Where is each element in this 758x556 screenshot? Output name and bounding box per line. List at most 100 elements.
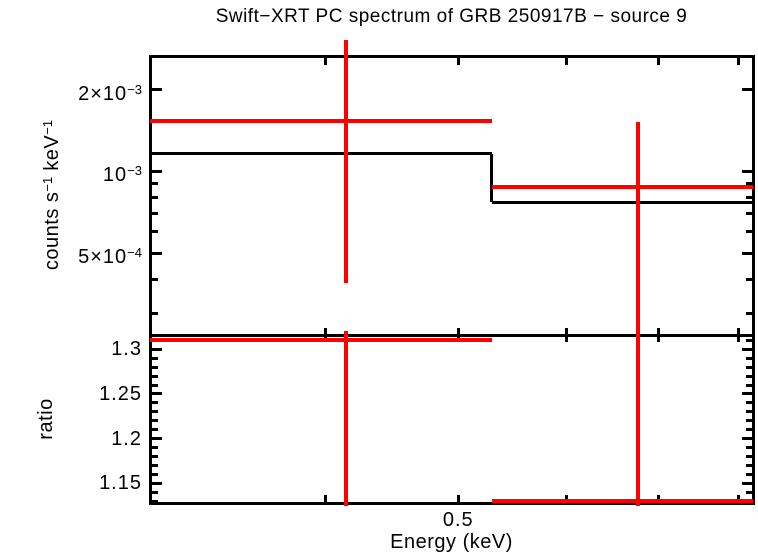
panel-border-right <box>751 54 755 505</box>
y-tick-major <box>741 481 752 485</box>
y-tick-label: 1.3 <box>111 338 142 361</box>
y-tick-major <box>741 169 752 173</box>
panel-border-middle <box>148 333 755 337</box>
x-tick <box>323 328 327 342</box>
y-tick-minor <box>745 383 752 387</box>
y-tick-minor <box>151 182 158 186</box>
y-tick-minor <box>151 463 158 467</box>
x-axis-label: Energy (keV) <box>390 531 513 553</box>
x-tick <box>657 57 661 65</box>
x-tick <box>456 494 460 502</box>
panel-border-top <box>148 54 755 58</box>
y-tick-minor <box>745 278 752 282</box>
spectrum-error-bar <box>635 122 640 340</box>
ratio-error-bar <box>343 331 348 506</box>
y-tick-minor <box>745 463 752 467</box>
y-tick-minor <box>151 278 158 282</box>
y-tick-minor <box>745 490 752 494</box>
model-step-connector <box>490 153 494 203</box>
panel-border-left <box>148 54 152 505</box>
y-tick-minor <box>745 311 752 315</box>
y-tick-minor <box>151 365 158 369</box>
y-tick-minor <box>151 230 158 234</box>
y-tick-minor <box>151 212 158 216</box>
y-tick-label: 2×10−3 <box>0 77 142 105</box>
y-tick-minor <box>745 365 752 369</box>
y-tick-minor <box>151 311 158 315</box>
y-tick-minor <box>745 356 752 360</box>
x-tick <box>657 494 661 502</box>
y-tick-minor <box>745 401 752 405</box>
y-tick-major <box>151 347 162 351</box>
y-tick-label: 1.2 <box>111 427 142 450</box>
y-tick-minor <box>745 410 752 414</box>
y-tick-minor <box>151 410 158 414</box>
y-tick-minor <box>151 383 158 387</box>
y-tick-minor <box>745 230 752 234</box>
y-tick-label: 10−3 <box>0 158 142 186</box>
y-tick-major <box>151 481 162 485</box>
x-tick-label: 0.5 <box>442 509 474 531</box>
y-tick-major <box>151 169 162 173</box>
y-tick-minor <box>745 212 752 216</box>
y-tick-major <box>151 251 162 255</box>
y-tick-label-base: 5×10 <box>78 246 128 269</box>
y-tick-minor <box>745 446 752 450</box>
y-tick-minor <box>151 196 158 200</box>
figure-title: Swift−XRT PC spectrum of GRB 250917B − s… <box>215 6 688 27</box>
y-tick-label: 5×10−4 <box>0 240 142 269</box>
y-tick-minor <box>151 446 158 450</box>
y-tick-label-exponent: −3 <box>127 81 142 97</box>
x-tick <box>736 57 740 65</box>
y-tick-label: 1.15 <box>99 472 142 495</box>
y-tick-label: 1.25 <box>99 382 142 405</box>
y-tick-major <box>151 88 162 92</box>
y-tick-minor <box>745 182 752 186</box>
x-tick <box>565 494 569 502</box>
x-tick <box>456 328 460 342</box>
ratio-bin-line <box>491 499 753 504</box>
y-tick-label-base: 2×10 <box>78 82 128 105</box>
model-step-line <box>491 200 753 204</box>
y-tick-minor <box>745 419 752 423</box>
y-tick-major <box>741 251 752 255</box>
x-tick <box>736 494 740 502</box>
y-tick-minor <box>745 196 752 200</box>
y-tick-major <box>741 347 752 351</box>
x-tick <box>657 328 661 342</box>
y-tick-minor <box>745 338 752 342</box>
y-tick-major <box>741 88 752 92</box>
y-tick-minor <box>745 455 752 459</box>
ratio-error-bar <box>635 333 640 506</box>
y-tick-minor <box>151 499 158 503</box>
data-bin-line <box>150 119 492 124</box>
spectrum-error-bar <box>343 39 348 283</box>
y-tick-major <box>151 437 162 441</box>
x-tick <box>323 57 327 65</box>
x-tick <box>736 328 740 342</box>
y-tick-minor <box>745 428 752 432</box>
y-tick-minor <box>745 472 752 476</box>
model-step-line <box>150 152 492 156</box>
x-tick <box>456 57 460 65</box>
y-tick-label-exponent: −3 <box>127 163 142 179</box>
y-tick-minor <box>151 356 158 360</box>
y-tick-minor <box>151 401 158 405</box>
ratio-bin-line <box>150 338 492 343</box>
y-tick-minor <box>151 428 158 432</box>
y-tick-minor <box>745 374 752 378</box>
y-tick-major <box>741 392 752 396</box>
y-tick-minor <box>151 490 158 494</box>
y-tick-major <box>741 437 752 441</box>
x-tick <box>323 494 327 502</box>
panel-border-bottom <box>148 501 755 505</box>
y-tick-minor <box>151 374 158 378</box>
y-tick-major <box>151 392 162 396</box>
data-bin-line <box>491 184 753 189</box>
y-tick-minor <box>151 419 158 423</box>
y-tick-label-exponent: −4 <box>127 245 142 261</box>
x-tick <box>565 328 569 342</box>
y-tick-minor <box>151 455 158 459</box>
